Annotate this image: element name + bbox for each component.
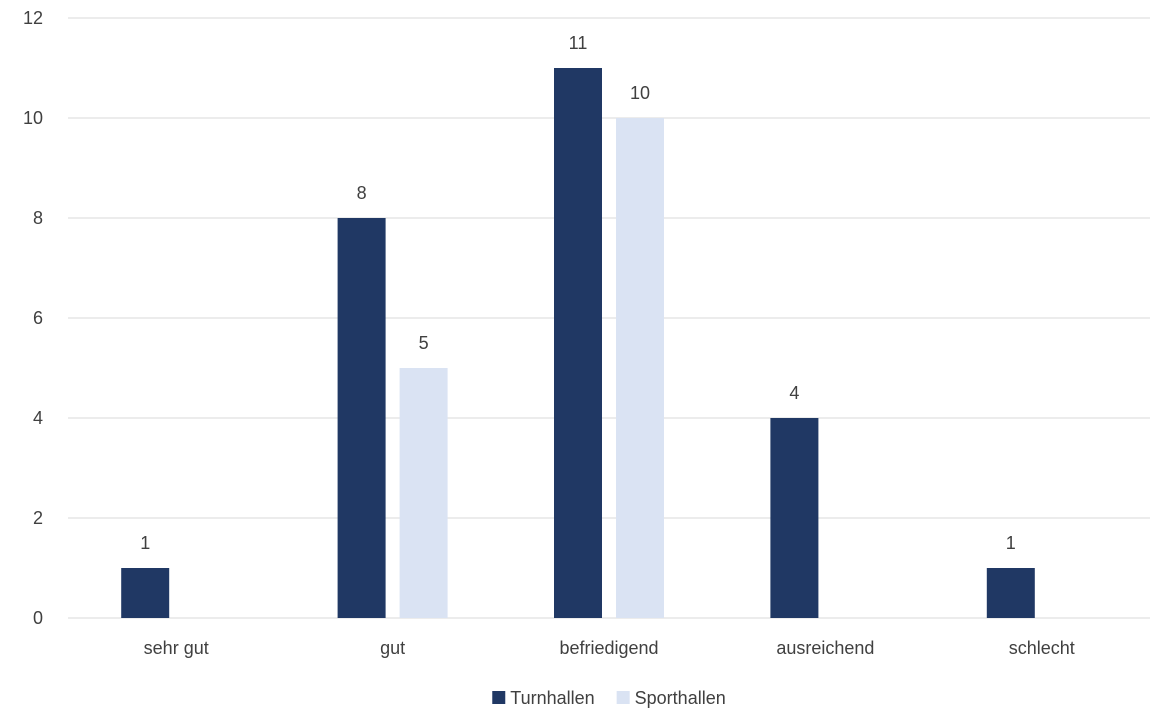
x-tick-label: ausreichend [776, 638, 874, 658]
data-label-sporthallen-gut: 5 [419, 333, 429, 353]
bar-turnhallen-befriedigend [554, 68, 602, 618]
bars [121, 68, 1035, 618]
legend-swatch [616, 691, 630, 704]
bar-sporthallen-befriedigend [616, 118, 664, 618]
x-tick-label: befriedigend [559, 638, 658, 658]
legend-swatch [492, 691, 506, 704]
bar-turnhallen-schlecht [986, 568, 1035, 618]
y-tick-label: 12 [23, 8, 43, 28]
data-label-turnhallen-sehr-gut: 1 [140, 533, 150, 553]
data-label-turnhallen-ausreichend: 4 [789, 383, 799, 403]
y-tick-label: 2 [33, 508, 43, 528]
legend-label: Turnhallen [510, 688, 594, 708]
data-label-turnhallen-schlecht: 1 [1006, 533, 1016, 553]
x-axis-ticks: sehr gut gut befriedigend ausreichend schlec… [144, 638, 1075, 658]
x-tick-label: sehr gut [144, 638, 209, 658]
data-labels: 1 8 5 11 10 4 1 [140, 33, 1016, 553]
legend-label: Sporthallen [635, 688, 726, 708]
legend: Turnhallen Sporthallen [492, 688, 726, 708]
bar-sporthallen-gut [399, 368, 448, 618]
y-tick-label: 8 [33, 208, 43, 228]
y-tick-label: 10 [23, 108, 43, 128]
bar-turnhallen-sehr-gut [121, 568, 170, 618]
data-label-turnhallen-befriedigend: 11 [569, 33, 588, 53]
y-axis-ticks: 0 2 4 6 8 10 12 [23, 8, 43, 628]
x-tick-label: gut [380, 638, 405, 658]
x-tick-label: schlecht [1009, 638, 1075, 658]
legend-item-sporthallen: Sporthallen [616, 688, 726, 708]
y-tick-label: 0 [33, 608, 43, 628]
bar-turnhallen-gut [337, 218, 386, 618]
bar-turnhallen-ausreichend [770, 418, 819, 618]
y-tick-label: 4 [33, 408, 43, 428]
data-label-sporthallen-befriedigend: 10 [630, 83, 650, 103]
y-tick-label: 6 [33, 308, 43, 328]
data-label-turnhallen-gut: 8 [357, 183, 367, 203]
gridlines [68, 17, 1150, 619]
legend-item-turnhallen: Turnhallen [492, 688, 595, 708]
